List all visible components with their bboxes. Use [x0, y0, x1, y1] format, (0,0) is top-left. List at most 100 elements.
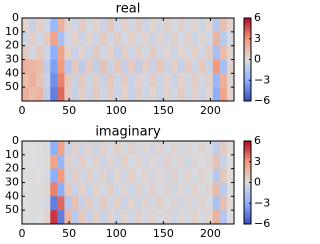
heatmap-cell	[219, 73, 228, 88]
heatmap-cell	[92, 154, 101, 169]
heatmap-cell	[205, 31, 214, 46]
heatmap-cell	[177, 154, 185, 169]
heatmap-cell	[29, 45, 37, 60]
heatmap-cell	[71, 168, 79, 183]
heatmap-cell	[128, 168, 136, 183]
heatmap-cell	[29, 18, 37, 33]
heatmap-cell	[92, 18, 101, 33]
heatmap-cell	[106, 168, 115, 183]
heatmap-cell	[142, 87, 150, 102]
heatmap-cell	[142, 182, 150, 197]
heatmap-cell	[78, 154, 86, 169]
heatmap-cell	[163, 18, 171, 33]
heatmap-cell	[99, 18, 108, 33]
heatmap-cell	[57, 210, 65, 225]
heatmap-cell	[57, 168, 65, 183]
heatmap-cell	[149, 210, 157, 225]
heatmap-cell	[106, 141, 115, 156]
heatmap-cell	[120, 59, 129, 74]
heatmap-cell	[128, 154, 136, 169]
heatmap-cell	[92, 45, 101, 60]
y-tick-label: 40	[5, 66, 19, 79]
y-tick-label: 50	[5, 203, 19, 216]
heatmap-cell	[219, 31, 228, 46]
heatmap-cell	[71, 31, 79, 46]
heatmap-cell	[85, 31, 93, 46]
heatmap-cell	[120, 87, 129, 102]
heatmap-cell	[99, 196, 108, 211]
heatmap-cell	[191, 18, 199, 33]
heatmap-cell	[184, 196, 192, 211]
heatmap-cell	[78, 31, 86, 46]
heatmap-cell	[22, 59, 30, 74]
heatmap-cell	[219, 45, 228, 60]
heatmap-cell	[64, 210, 72, 225]
heatmap-cell	[170, 18, 178, 33]
heatmap-cell	[78, 196, 86, 211]
heatmap-cell	[128, 31, 136, 46]
heatmap-cell	[57, 45, 65, 60]
heatmap-cell	[226, 196, 235, 211]
heatmap-cell	[191, 182, 199, 197]
heatmap-cell	[120, 31, 129, 46]
heatmap-cell	[99, 154, 108, 169]
heatmap-cell	[36, 141, 44, 156]
heatmap-cell	[212, 45, 221, 60]
heatmap-cell	[22, 31, 30, 46]
colorbar-tick-label: −3	[254, 73, 270, 86]
heatmap-cell	[149, 87, 157, 102]
heatmap-cell	[106, 210, 115, 225]
heatmap-cell	[92, 182, 101, 197]
heatmap-cell	[177, 87, 185, 102]
heatmap-cell	[50, 141, 58, 156]
heatmap-cell	[85, 141, 93, 156]
heatmap-cell	[212, 154, 221, 169]
heatmap-cell	[85, 59, 93, 74]
heatmap-cell	[71, 45, 79, 60]
heatmap-cell	[177, 182, 185, 197]
heatmap-cell	[198, 31, 207, 46]
heatmap-cell	[64, 168, 72, 183]
heatmap-cell	[36, 31, 44, 46]
heatmap-cell	[113, 18, 122, 33]
heatmap-cell	[198, 210, 207, 225]
heatmap-cell	[198, 18, 207, 33]
heatmap-cell	[149, 141, 157, 156]
heatmap-cell	[71, 141, 79, 156]
heatmap-cell	[43, 73, 51, 88]
heatmap-cell	[170, 168, 178, 183]
heatmap-cell	[149, 182, 157, 197]
heatmap-cell	[135, 59, 143, 74]
heatmap-cell	[29, 59, 37, 74]
heatmap-cell	[226, 210, 235, 225]
colorbar-tick-label: −6	[254, 94, 270, 107]
heatmap-cell	[92, 31, 101, 46]
colorbar-tick-label: 6	[254, 11, 261, 24]
heatmap-cell	[191, 59, 199, 74]
colorbar-tick-label: −6	[254, 217, 270, 230]
heatmap-cell	[50, 31, 58, 46]
heatmap-cell	[22, 73, 30, 88]
heatmap-cell	[205, 210, 214, 225]
heatmap-cell	[219, 196, 228, 211]
heatmap-cell	[135, 45, 143, 60]
heatmap-cell	[22, 182, 30, 197]
heatmap-cell	[36, 196, 44, 211]
heatmap-cell	[113, 45, 122, 60]
heatmap-cell	[36, 168, 44, 183]
heatmap-cell	[57, 73, 65, 88]
heatmap-cell	[120, 182, 129, 197]
heatmap-cell	[120, 73, 129, 88]
heatmap-cell	[212, 182, 221, 197]
heatmap-cell	[226, 141, 235, 156]
heatmap-cell	[205, 182, 214, 197]
heatmap-cell	[177, 59, 185, 74]
heatmap-cell	[29, 154, 37, 169]
heatmap-cell	[113, 31, 122, 46]
heatmap-cell	[212, 196, 221, 211]
heatmap-cell	[191, 196, 199, 211]
heatmap-cell	[135, 18, 143, 33]
heatmap-cell	[191, 45, 199, 60]
heatmap-cell	[120, 196, 129, 211]
heatmap-cell	[113, 87, 122, 102]
